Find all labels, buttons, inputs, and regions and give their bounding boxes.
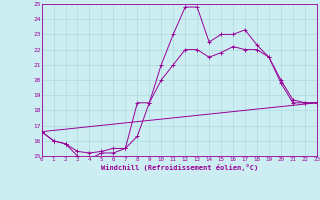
X-axis label: Windchill (Refroidissement éolien,°C): Windchill (Refroidissement éolien,°C)	[100, 164, 258, 171]
